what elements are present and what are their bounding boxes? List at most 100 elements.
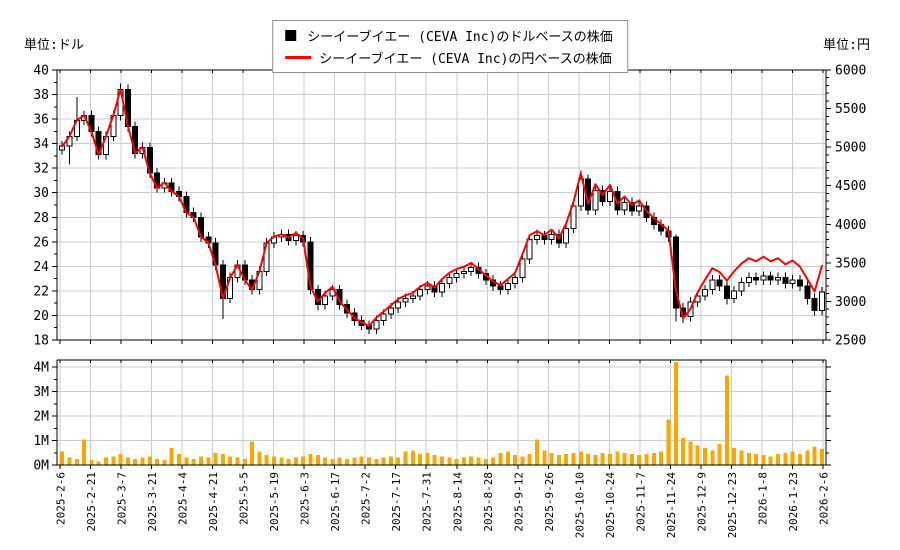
volume-bar [629, 453, 634, 465]
candle [570, 205, 577, 229]
volume-bar [556, 455, 561, 465]
price-tick-label: 28 [33, 211, 49, 226]
volume-bar [622, 452, 627, 465]
usd-square-marker-icon [285, 30, 297, 41]
volume-bar [374, 458, 379, 465]
volume-bar [103, 457, 108, 465]
volume-bars [60, 362, 824, 465]
date-tick-label: 2025-5-5 [238, 472, 251, 525]
candle [782, 276, 789, 285]
date-tick-label: 2025-10-10 [573, 472, 586, 538]
date-tick-label: 2025-9-12 [512, 472, 525, 532]
legend-row-jpy: シーイーブイエー (CEVA Inc)の円ベースの株価 [285, 48, 613, 67]
volume-bar [337, 457, 342, 465]
date-tick-label: 2025-4-21 [207, 472, 220, 532]
volume-bar [388, 456, 393, 465]
volume-bar [688, 441, 693, 465]
volume-tick-label: 3M [33, 385, 49, 400]
date-tick-label: 2025-5-19 [268, 472, 281, 532]
date-tick-label: 2025-6-3 [299, 472, 312, 525]
price-tick-label: 34 [33, 137, 49, 152]
candle [526, 238, 533, 260]
volume-bar [746, 452, 751, 465]
volume-bar [118, 453, 123, 465]
volume-bar [659, 451, 664, 465]
date-tick-label: 2025-2-6 [55, 472, 68, 525]
volume-bar [206, 457, 211, 465]
legend: シーイーブイエー (CEVA Inc)のドルベースの株価 シーイーブイエー (C… [272, 20, 628, 73]
volume-bar [505, 451, 510, 465]
volume-bar [242, 458, 247, 465]
candle [322, 295, 329, 305]
volume-bar [673, 362, 678, 465]
candle [607, 191, 614, 202]
yen-tick-label: 3000 [835, 295, 866, 310]
candle [402, 297, 409, 303]
volume-bar [593, 455, 598, 465]
volume-bar [564, 453, 569, 465]
volume-bar [819, 449, 824, 465]
volume-bar [710, 450, 715, 465]
volume-bar [381, 457, 386, 465]
volume-bar [768, 456, 773, 465]
volume-bar [790, 451, 795, 465]
candle [439, 283, 446, 293]
volume-bar [783, 452, 788, 465]
volume-bar [366, 457, 371, 465]
price-tick-label: 40 [33, 64, 49, 79]
volume-bar [177, 453, 182, 465]
volume-bar [644, 453, 649, 465]
candle [424, 285, 431, 291]
legend-usd-label: シーイーブイエー (CEVA Inc)のドルベースの株価 [307, 30, 613, 45]
volume-bar [761, 455, 766, 465]
volume-bar [447, 457, 452, 465]
date-tick-label: 2025-8-14 [451, 472, 464, 532]
volume-bar [345, 458, 350, 465]
candle [701, 289, 708, 297]
date-tick-label: 2025-7-2 [360, 472, 373, 525]
volume-bar [513, 455, 518, 465]
candle [636, 205, 643, 212]
candle [592, 189, 599, 211]
candle [628, 202, 635, 212]
date-tick-label: 2025-10-24 [604, 472, 617, 539]
volume-bar [666, 419, 671, 465]
candle [753, 276, 760, 281]
volume-bar [396, 457, 401, 465]
volume-bar [315, 455, 320, 465]
volume-bar [140, 457, 145, 465]
right-axis-unit-label: 単位:円 [823, 38, 870, 53]
volume-bar [235, 457, 240, 465]
volume-bar [432, 455, 437, 465]
date-axis-tick-labels: 2025-2-6 2025-2-21 2025-3-7 2025-3-21 2025-4… [55, 472, 831, 539]
jpy-price-line [61, 88, 823, 328]
price-tick-label: 32 [33, 162, 49, 177]
candle [453, 273, 460, 278]
volume-bar [454, 458, 459, 465]
volume-tick-label: 4M [33, 361, 49, 376]
candle [497, 285, 504, 291]
volume-bar [125, 457, 130, 465]
price-tick-label: 18 [33, 334, 49, 349]
volume-bar [702, 447, 707, 465]
candle [804, 285, 811, 299]
date-tick-label: 2025-3-7 [116, 472, 129, 525]
price-tick-label: 26 [33, 235, 49, 250]
volume-bar [286, 458, 291, 465]
volume-tick-label: 2M [33, 410, 49, 425]
candle [723, 285, 730, 299]
date-tick-label: 2025-6-17 [329, 472, 342, 532]
candle [745, 276, 752, 283]
volume-bar [264, 455, 269, 465]
volume-bar [301, 456, 306, 465]
yen-tick-label: 4000 [835, 218, 866, 233]
volume-bar [615, 451, 620, 465]
candle [373, 319, 380, 330]
date-tick-label: 2025-4-4 [177, 472, 190, 525]
price-tick-label: 24 [33, 260, 49, 275]
volume-bar [323, 457, 328, 465]
candle [796, 279, 803, 287]
volume-bar [82, 439, 87, 465]
candle [818, 291, 825, 312]
